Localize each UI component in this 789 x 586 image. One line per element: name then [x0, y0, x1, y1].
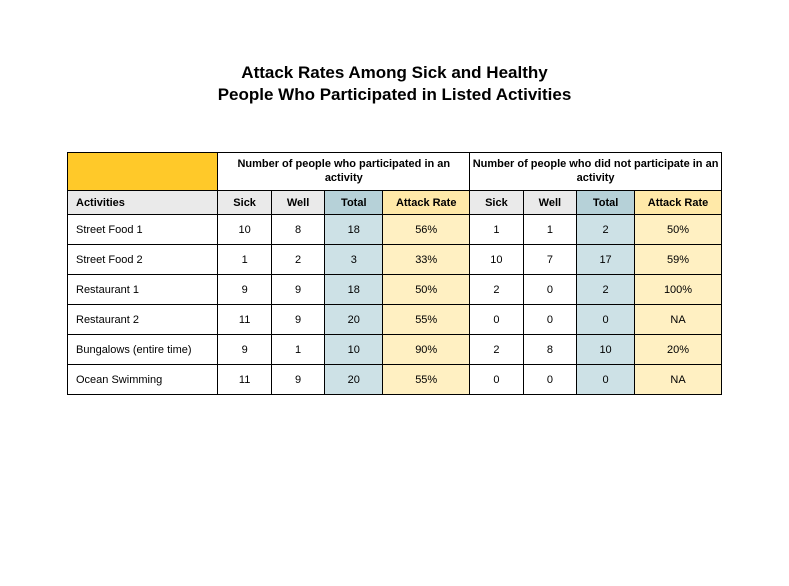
- group-header-not-participated: Number of people who did not participate…: [470, 153, 722, 191]
- title-line-2: People Who Participated in Listed Activi…: [0, 84, 789, 106]
- cell-sick-np: 2: [470, 335, 523, 365]
- cell-sick-p: 1: [218, 245, 271, 275]
- cell-sick-p: 11: [218, 365, 271, 395]
- cell-well-np: 7: [523, 245, 576, 275]
- cell-rate-np: 20%: [635, 335, 722, 365]
- cell-rate-np: 100%: [635, 275, 722, 305]
- table-row: Ocean Swimming1192055%000NA: [68, 365, 722, 395]
- cell-activity: Street Food 1: [68, 215, 218, 245]
- cell-total-p: 10: [325, 335, 383, 365]
- cell-total-np: 10: [577, 335, 635, 365]
- cell-total-np: 0: [577, 365, 635, 395]
- corner-cell: [68, 153, 218, 191]
- table-row: Bungalows (entire time)911090%281020%: [68, 335, 722, 365]
- group-header-row: Number of people who participated in an …: [68, 153, 722, 191]
- cell-rate-np: NA: [635, 305, 722, 335]
- cell-sick-p: 10: [218, 215, 271, 245]
- cell-well-p: 9: [271, 365, 324, 395]
- cell-total-p: 3: [325, 245, 383, 275]
- cell-well-p: 9: [271, 275, 324, 305]
- cell-sick-np: 0: [470, 305, 523, 335]
- cell-sick-np: 10: [470, 245, 523, 275]
- cell-rate-np: 59%: [635, 245, 722, 275]
- attack-rate-table: Number of people who participated in an …: [67, 152, 722, 395]
- cell-well-np: 0: [523, 275, 576, 305]
- cell-well-np: 8: [523, 335, 576, 365]
- group-header-participated: Number of people who participated in an …: [218, 153, 470, 191]
- cell-activity: Restaurant 2: [68, 305, 218, 335]
- cell-activity: Street Food 2: [68, 245, 218, 275]
- cell-rate-p: 33%: [383, 245, 470, 275]
- cell-total-p: 20: [325, 305, 383, 335]
- cell-sick-p: 9: [218, 335, 271, 365]
- col-sick-p: Sick: [218, 191, 271, 215]
- cell-well-p: 9: [271, 305, 324, 335]
- cell-well-p: 2: [271, 245, 324, 275]
- table-row: Street Food 11081856%11250%: [68, 215, 722, 245]
- col-total-np: Total: [577, 191, 635, 215]
- cell-rate-p: 56%: [383, 215, 470, 245]
- cell-total-p: 20: [325, 365, 383, 395]
- table-row: Restaurant 21192055%000NA: [68, 305, 722, 335]
- col-well-p: Well: [271, 191, 324, 215]
- sub-header-row: Activities Sick Well Total Attack Rate S…: [68, 191, 722, 215]
- cell-well-np: 0: [523, 365, 576, 395]
- cell-rate-np: NA: [635, 365, 722, 395]
- cell-total-p: 18: [325, 275, 383, 305]
- table-body: Street Food 11081856%11250%Street Food 2…: [68, 215, 722, 395]
- cell-activity: Restaurant 1: [68, 275, 218, 305]
- cell-activity: Ocean Swimming: [68, 365, 218, 395]
- cell-total-p: 18: [325, 215, 383, 245]
- page-title: Attack Rates Among Sick and Healthy Peop…: [0, 0, 789, 106]
- col-activities: Activities: [68, 191, 218, 215]
- cell-rate-p: 50%: [383, 275, 470, 305]
- col-total-p: Total: [325, 191, 383, 215]
- cell-total-np: 17: [577, 245, 635, 275]
- cell-sick-np: 2: [470, 275, 523, 305]
- col-sick-np: Sick: [470, 191, 523, 215]
- cell-sick-p: 11: [218, 305, 271, 335]
- table-row: Street Food 212333%1071759%: [68, 245, 722, 275]
- title-line-1: Attack Rates Among Sick and Healthy: [0, 62, 789, 84]
- cell-well-p: 8: [271, 215, 324, 245]
- page: Attack Rates Among Sick and Healthy Peop…: [0, 0, 789, 586]
- cell-rate-p: 90%: [383, 335, 470, 365]
- table-row: Restaurant 1991850%202100%: [68, 275, 722, 305]
- col-well-np: Well: [523, 191, 576, 215]
- cell-sick-np: 1: [470, 215, 523, 245]
- cell-rate-p: 55%: [383, 305, 470, 335]
- cell-well-p: 1: [271, 335, 324, 365]
- cell-rate-np: 50%: [635, 215, 722, 245]
- attack-rate-table-container: Number of people who participated in an …: [67, 152, 722, 395]
- cell-well-np: 0: [523, 305, 576, 335]
- cell-total-np: 2: [577, 215, 635, 245]
- cell-sick-np: 0: [470, 365, 523, 395]
- cell-rate-p: 55%: [383, 365, 470, 395]
- cell-well-np: 1: [523, 215, 576, 245]
- cell-activity: Bungalows (entire time): [68, 335, 218, 365]
- col-rate-p: Attack Rate: [383, 191, 470, 215]
- cell-total-np: 0: [577, 305, 635, 335]
- cell-sick-p: 9: [218, 275, 271, 305]
- col-rate-np: Attack Rate: [635, 191, 722, 215]
- cell-total-np: 2: [577, 275, 635, 305]
- table-head: Number of people who participated in an …: [68, 153, 722, 215]
